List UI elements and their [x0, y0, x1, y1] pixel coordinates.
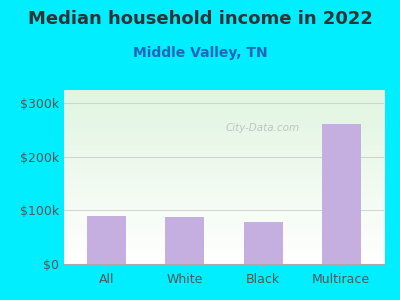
- Text: Median household income in 2022: Median household income in 2022: [28, 11, 372, 28]
- Text: City-Data.com: City-Data.com: [225, 123, 300, 133]
- Text: Middle Valley, TN: Middle Valley, TN: [133, 46, 267, 61]
- Bar: [88, 216, 126, 264]
- Bar: [322, 124, 360, 264]
- Bar: [166, 218, 204, 264]
- Bar: [244, 222, 282, 264]
